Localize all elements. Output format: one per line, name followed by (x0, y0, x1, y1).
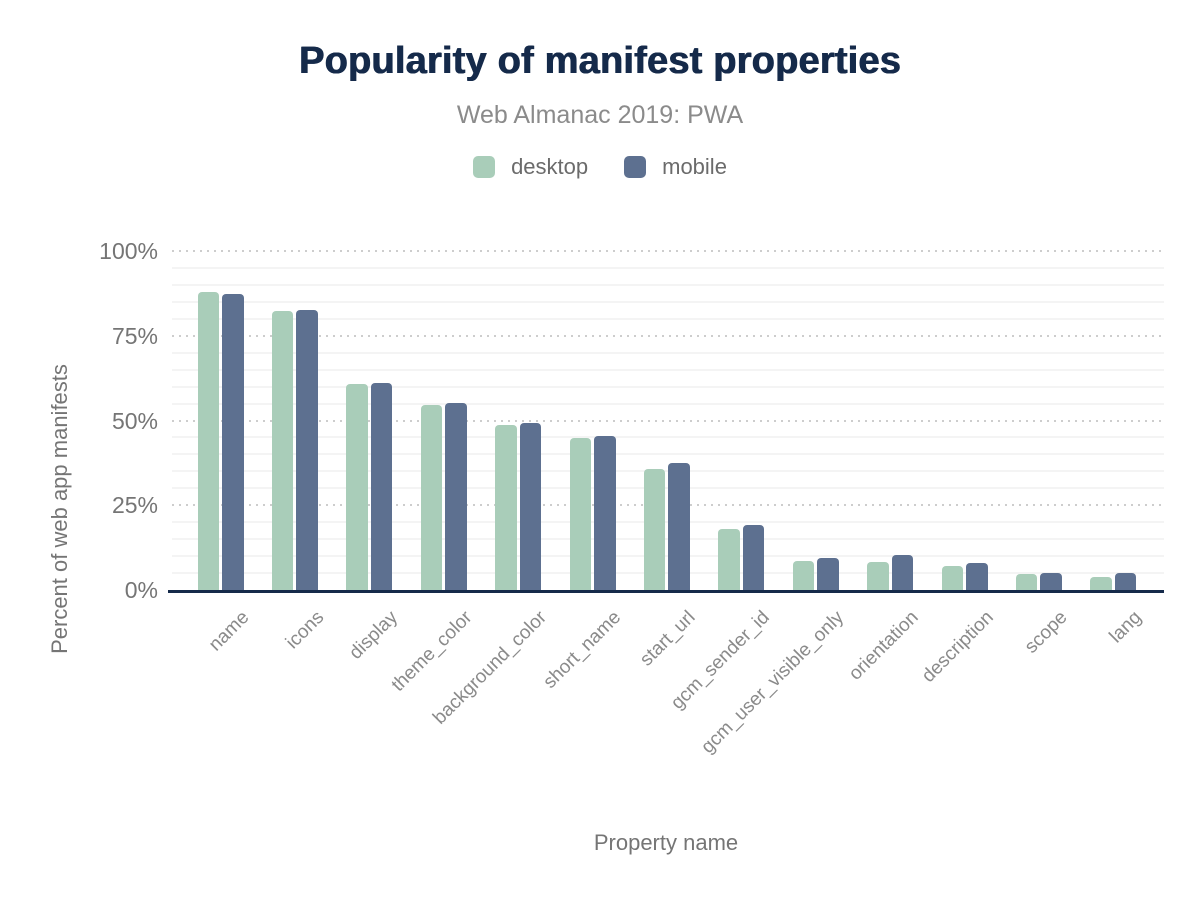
bar-desktop-lang (1090, 577, 1112, 590)
bar-mobile-start_url (668, 462, 690, 590)
gridline-minor (172, 555, 1164, 558)
mobile-series-swatch (624, 156, 647, 178)
gridline-minor (172, 351, 1164, 354)
y-tick-label: 100% (99, 238, 158, 264)
y-tick-label: 0% (124, 577, 158, 603)
legend: desktop mobile (0, 154, 1200, 180)
bar-mobile-display (370, 383, 393, 590)
gridline-major (172, 419, 1164, 422)
x-tick-label-icons: icons (281, 607, 328, 654)
gridline-minor (172, 470, 1164, 473)
bar-mobile-scope (1040, 572, 1062, 590)
x-tick-label-scope: scope (1021, 607, 1072, 658)
gridline-major (172, 504, 1164, 507)
gridline-minor (172, 487, 1164, 490)
bar-mobile-gcm_user_visible_only (817, 558, 839, 590)
x-tick-label-orientation: orientation (845, 607, 923, 685)
gridline-minor (172, 266, 1164, 269)
desktop-series-swatch (473, 156, 496, 178)
gridline-minor (172, 385, 1164, 388)
gridline-minor (172, 436, 1164, 439)
legend-label-desktop: desktop (511, 154, 589, 179)
bar-mobile-name (222, 294, 244, 590)
bar-desktop-background_color (495, 424, 517, 590)
bar-mobile-gcm_sender_id (742, 524, 765, 590)
gridline-minor (172, 572, 1164, 575)
y-tick-label: 50% (111, 407, 158, 434)
x-tick-label-short_name: short_name (539, 607, 626, 693)
bar-desktop-orientation (867, 561, 889, 590)
chart-title: Popularity of manifest properties (298, 40, 902, 82)
x-tick-label-gcm_user_visible_only: gcm_user_visible_only (697, 607, 849, 758)
gridline-major (172, 334, 1164, 337)
gridline-minor (172, 402, 1164, 405)
bar-desktop-display (346, 383, 368, 590)
gridline-minor (172, 521, 1164, 524)
bar-desktop-theme_color (420, 404, 443, 590)
y-tick-label: 25% (111, 492, 158, 519)
bar-desktop-short_name (569, 437, 591, 590)
bar-mobile-orientation (891, 555, 914, 590)
bar-desktop-icons (271, 311, 294, 590)
gridline-minor (172, 283, 1164, 286)
bar-mobile-lang (1114, 573, 1137, 590)
plot-area (168, 250, 1164, 593)
x-axis-title: Property name (593, 830, 739, 855)
gridline-major (172, 250, 1164, 252)
bar-mobile-short_name (594, 435, 616, 590)
gridline-minor (172, 453, 1164, 456)
legend-label-mobile: mobile (662, 154, 727, 179)
bar-mobile-theme_color (445, 402, 467, 590)
chart-subtitle: Web Almanac 2019: PWA (456, 101, 744, 129)
gridline-minor (172, 300, 1164, 303)
bar-desktop-description (941, 566, 963, 590)
gridline-minor (172, 368, 1164, 371)
x-tick-label-start_url: start_url (636, 607, 700, 671)
bar-mobile-description (966, 563, 988, 590)
bar-desktop-start_url (643, 468, 666, 590)
bar-desktop-gcm_sender_id (718, 529, 740, 590)
bar-desktop-gcm_user_visible_only (792, 560, 815, 590)
y-tick-label: 75% (111, 322, 158, 349)
legend-item-desktop: desktop (473, 154, 588, 180)
bar-mobile-background_color (519, 422, 542, 590)
legend-item-mobile: mobile (624, 154, 727, 180)
x-tick-label-description: description (917, 607, 998, 687)
gridline-minor (172, 538, 1164, 541)
x-tick-label-lang: lang (1105, 607, 1147, 648)
x-tick-label-display: display (345, 607, 403, 664)
bar-mobile-icons (296, 310, 318, 590)
gridline-minor (172, 317, 1164, 320)
bar-desktop-scope (1015, 574, 1038, 590)
bar-desktop-name (197, 291, 219, 590)
x-tick-label-name: name (204, 607, 254, 656)
